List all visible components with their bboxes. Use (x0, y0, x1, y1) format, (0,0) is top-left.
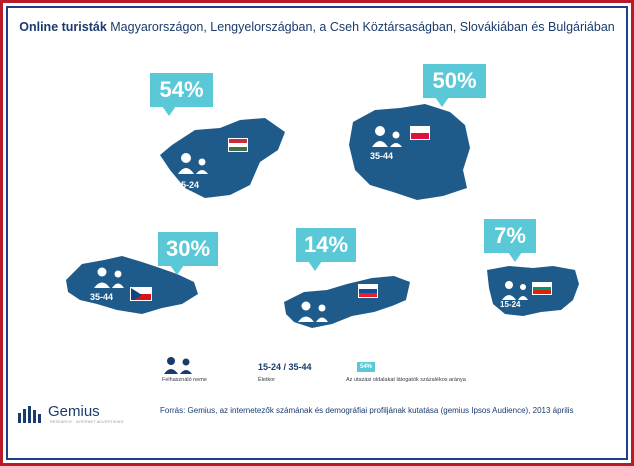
slovakia-flag-icon (358, 284, 378, 298)
female-male-icon (372, 126, 402, 147)
slovakia-map-icon (284, 276, 410, 328)
legend-share-label: Az utazási oldalakat látogatók százaléko… (346, 377, 466, 383)
title-bold: Online turisták (19, 20, 107, 34)
country-slovakia (282, 272, 414, 337)
age-bulgaria: 15-24 (500, 300, 521, 309)
percent-slovakia: 14% (303, 232, 349, 257)
female-male-icon (178, 153, 208, 174)
gemius-logo-tag: RESEARCH · INTERNET ADVERTISING (50, 420, 124, 424)
page-title: Online turisták Magyarországon, Lengyelo… (0, 20, 634, 34)
percent-poland: 50% (432, 68, 477, 93)
czech-flag-icon (130, 287, 152, 301)
percent-hungary: 54% (159, 77, 204, 102)
male-male-icon (94, 267, 124, 288)
country-poland (345, 100, 475, 205)
poland-flag-icon (410, 126, 430, 140)
age-czech: 35-44 (90, 292, 114, 302)
female-male-icon (298, 301, 328, 322)
legend-share-box: 54% (357, 362, 375, 372)
legend-age-value: 15-24 / 35-44 (258, 362, 312, 372)
callout-hungary: 54% (150, 73, 213, 116)
legend-gender-icon (164, 357, 192, 374)
female-male-icon (502, 281, 528, 300)
inner-frame (6, 6, 628, 460)
bulgaria-flag-icon (532, 282, 552, 295)
callout-bulgaria: 7% (484, 219, 536, 262)
title-rest: Magyarországon, Lengyelországban, a Cseh… (106, 20, 615, 34)
hungary-flag-icon (228, 138, 248, 152)
hungary-map-icon (160, 118, 285, 198)
gemius-logo-text: Gemius (48, 403, 100, 420)
source-note: Forrás: Gemius, az internetezők számának… (160, 406, 574, 415)
percent-czech: 30% (165, 236, 211, 261)
callout-slovakia: 14% (296, 228, 356, 271)
legend-gender-label: Felhasználó neme (162, 377, 207, 383)
percent-bulgaria: 7% (494, 223, 526, 248)
age-poland: 35-44 (370, 151, 394, 161)
gemius-logo-icon (18, 406, 41, 423)
country-hungary (150, 90, 290, 210)
callout-poland: 50% (423, 64, 486, 107)
poland-map-icon (349, 104, 470, 200)
gemius-logo: Gemius RESEARCH · INTERNET ADVERTISING (18, 403, 123, 428)
legend-age-label: Életkor (258, 377, 276, 383)
callout-czech: 30% (158, 232, 218, 275)
age-hungary: 15-24 (176, 180, 200, 190)
